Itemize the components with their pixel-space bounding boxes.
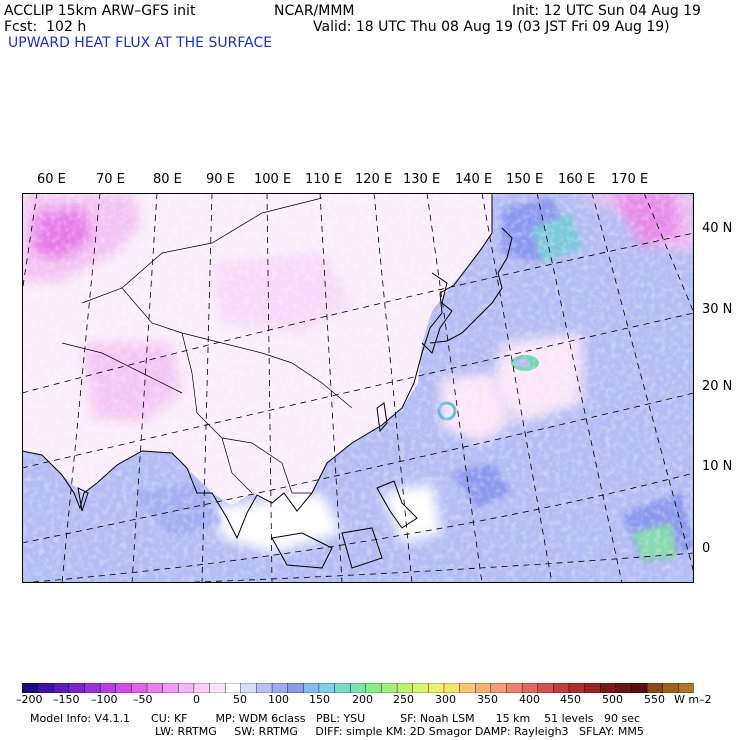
- legend-swatch: [37, 683, 54, 693]
- lon-label: 70 E: [96, 172, 125, 187]
- legend-swatch: [240, 683, 257, 693]
- lon-label: 90 E: [206, 172, 235, 187]
- legend-swatch: [396, 683, 414, 693]
- legend-unit: W m–2: [674, 693, 712, 706]
- center-label: NCAR/MMM: [274, 3, 355, 19]
- lon-label: 160 E: [558, 172, 596, 187]
- model-info-line1: Model Info: V4.1.1 CU: KF MP: WDM 6class…: [30, 712, 641, 725]
- valid-time: Valid: 18 UTC Thu 08 Aug 19 (03 JST Fri …: [313, 19, 670, 35]
- heat-flux-map: [22, 193, 694, 583]
- lon-label: 140 E: [455, 172, 493, 187]
- legend-swatch: [22, 683, 39, 693]
- legend-swatch: [365, 683, 382, 693]
- legend-swatch: [631, 683, 648, 693]
- model-info-line2: LW: RRTMG SW: RRTMG DIFF: simple KM: 2D …: [155, 725, 644, 738]
- legend-swatch: [131, 683, 148, 693]
- lon-label: 150 E: [506, 172, 544, 187]
- legend-swatch: [209, 683, 226, 693]
- legend-swatch: [84, 683, 101, 693]
- legend-tick: 100: [268, 693, 289, 706]
- legend-swatch: [553, 683, 570, 693]
- legend-swatch: [68, 683, 86, 693]
- legend-swatch: [678, 683, 694, 693]
- lat-label: 40 N: [702, 221, 733, 236]
- legend-swatch: [646, 683, 664, 693]
- borders: [61, 197, 353, 494]
- legend-swatch: [178, 683, 195, 693]
- legend-swatch: [459, 683, 476, 693]
- legend-swatch: [271, 683, 289, 693]
- legend-swatch: [349, 683, 367, 693]
- legend-swatch: [584, 683, 601, 693]
- lon-label: 170 E: [611, 172, 649, 187]
- legend-swatch: [193, 683, 211, 693]
- legend-tick: 450: [560, 693, 581, 706]
- lat-label: 10 N: [702, 459, 733, 474]
- legend-swatch: [162, 683, 179, 693]
- color-legend-bar: [22, 683, 694, 693]
- legend-swatch: [146, 683, 164, 693]
- legend-swatch: [53, 683, 70, 693]
- lat-label: 0: [702, 541, 711, 556]
- lat-label: 30 N: [702, 302, 733, 317]
- legend-swatch: [303, 683, 320, 693]
- graticule: [22, 193, 694, 583]
- legend-tick: 50: [233, 693, 247, 706]
- legend-tick: 550: [644, 693, 665, 706]
- lat-label: 20 N: [702, 379, 733, 394]
- legend-swatch: [662, 683, 679, 693]
- lon-label: 120 E: [355, 172, 393, 187]
- legend-tick: –150: [53, 693, 80, 706]
- legend-swatch: [224, 683, 242, 693]
- legend-tick: –50: [133, 693, 153, 706]
- legend-swatch: [412, 683, 429, 693]
- legend-swatch: [521, 683, 539, 693]
- legend-swatch: [443, 683, 461, 693]
- legend-swatch: [334, 683, 351, 693]
- legend-tick: –200: [16, 693, 43, 706]
- legend-swatch: [490, 683, 507, 693]
- legend-swatch: [287, 683, 304, 693]
- legend-tick: 350: [477, 693, 498, 706]
- legend-swatch: [615, 683, 632, 693]
- lon-label: 100 E: [254, 172, 292, 187]
- forecast-hour: Fcst: 102 h: [4, 19, 87, 35]
- field-title: UPWARD HEAT FLUX AT THE SURFACE: [8, 35, 273, 51]
- legend-swatch: [381, 683, 398, 693]
- legend-tick: 250: [393, 693, 414, 706]
- legend-swatch: [99, 683, 117, 693]
- legend-tick: 300: [435, 693, 456, 706]
- lon-label: 130 E: [403, 172, 441, 187]
- legend-tick: 150: [309, 693, 330, 706]
- legend-tick: 400: [519, 693, 540, 706]
- legend-tick: 200: [352, 693, 373, 706]
- legend-tick: 0: [193, 693, 200, 706]
- legend-swatch: [600, 683, 617, 693]
- legend-swatch: [256, 683, 273, 693]
- legend-swatch: [318, 683, 336, 693]
- model-title: ACCLIP 15km ARW–GFS init: [4, 3, 196, 19]
- legend-swatch: [568, 683, 586, 693]
- lon-label: 60 E: [37, 172, 66, 187]
- lon-label: 110 E: [305, 172, 343, 187]
- init-time: Init: 12 UTC Sun 04 Aug 19: [512, 3, 701, 19]
- legend-swatch: [115, 683, 132, 693]
- legend-swatch: [475, 683, 492, 693]
- legend-swatch: [428, 683, 445, 693]
- legend-tick: 500: [602, 693, 623, 706]
- coastlines: [22, 193, 513, 569]
- legend-tick: –100: [91, 693, 118, 706]
- legend-swatch: [506, 683, 523, 693]
- legend-swatch: [537, 683, 554, 693]
- lon-label: 80 E: [153, 172, 182, 187]
